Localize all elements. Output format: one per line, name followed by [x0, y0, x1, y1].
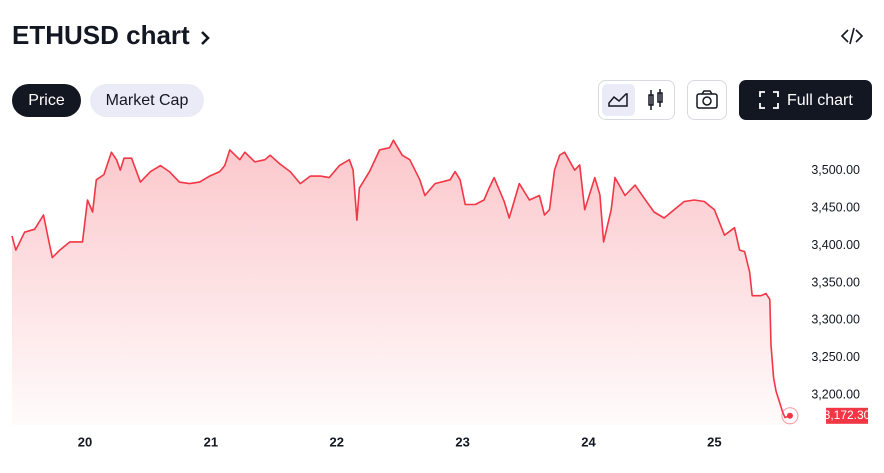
- x-tick-label: 20: [78, 434, 92, 449]
- last-point: [786, 412, 793, 419]
- fullscreen-icon: [759, 91, 779, 109]
- last-value-badge: [826, 407, 868, 424]
- camera-icon: [696, 90, 718, 109]
- price-line: [11, 139, 791, 419]
- title: ETHUSD chart: [12, 20, 190, 50]
- area: [12, 140, 790, 425]
- x-tick-label: 25: [707, 434, 721, 449]
- title-chevron[interactable]: [201, 31, 210, 45]
- snapshot-button[interactable]: [687, 80, 727, 120]
- y-tick-label: 3,450.00: [811, 201, 860, 215]
- last-value-label: 3,172.30: [824, 408, 871, 422]
- y-tick-label: 3,300.00: [811, 313, 860, 327]
- embed-icon[interactable]: [840, 27, 864, 45]
- price-tab-label[interactable]: Price: [28, 92, 65, 109]
- full-chart-button[interactable]: [739, 80, 872, 120]
- y-tick-label: 3,250.00: [811, 350, 860, 364]
- market-cap-tab-label[interactable]: Market Cap: [106, 92, 189, 109]
- area-icon: [608, 93, 628, 107]
- last-point-halo: [781, 407, 799, 425]
- y-tick-label: 3,500.00: [811, 163, 860, 177]
- x-tick-label: 22: [330, 434, 344, 449]
- y-tick-label: 3,200.00: [811, 387, 860, 401]
- y-tick-label: 3,350.00: [811, 275, 860, 289]
- full-chart-label[interactable]: Full chart: [787, 92, 853, 109]
- market-cap-tab[interactable]: [90, 84, 204, 117]
- y-tick-label: 3,400.00: [811, 238, 860, 252]
- candle-icon[interactable]: [648, 89, 663, 110]
- x-tick-label: 23: [455, 434, 469, 449]
- x-tick-label: 21: [204, 434, 218, 449]
- price-tab[interactable]: [12, 84, 81, 117]
- x-tick-label: 24: [581, 434, 596, 449]
